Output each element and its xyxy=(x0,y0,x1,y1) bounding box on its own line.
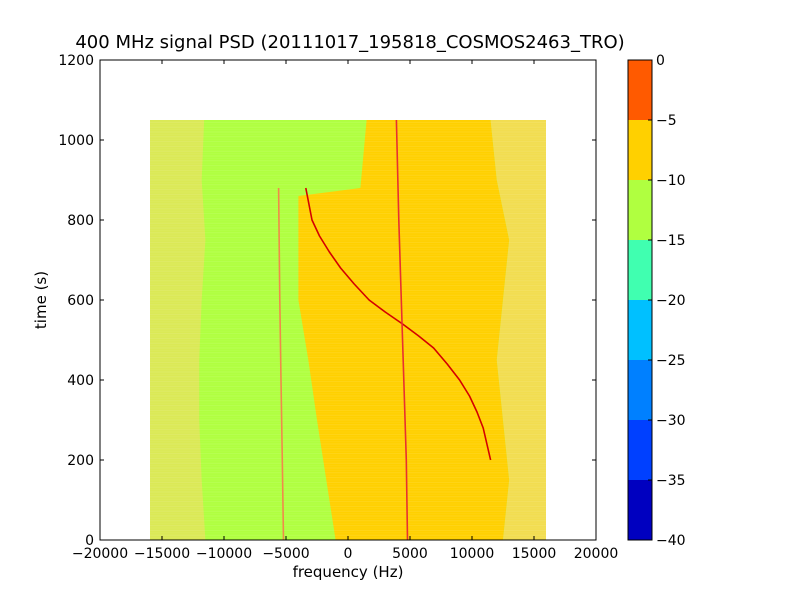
y-tick-label: 400 xyxy=(67,373,94,389)
x-tick-label: 10000 xyxy=(450,546,495,562)
colorbar-segment xyxy=(628,480,652,540)
x-tick-label: −5000 xyxy=(262,546,309,562)
x-axis: −20000 −15000 −10000 −5000 0 5000 10000 15000 20… xyxy=(72,60,618,562)
x-tick-label: −20000 xyxy=(72,546,128,562)
colorbar-tick-label: −30 xyxy=(656,413,686,429)
colorbar-tick-label: −25 xyxy=(656,353,686,369)
x-tick-label: 20000 xyxy=(574,546,619,562)
signal-traces xyxy=(277,119,492,540)
signal-trace xyxy=(395,119,409,540)
colorbar-tick-label: −5 xyxy=(656,113,677,129)
colorbar-segment xyxy=(628,300,652,360)
heatmap-right-fringe xyxy=(490,120,546,540)
signal-trace xyxy=(305,187,492,461)
colorbar-tick-label: −10 xyxy=(656,173,686,189)
x-tick-label: −15000 xyxy=(134,546,190,562)
chart-title: 400 MHz signal PSD (20111017_195818_COSM… xyxy=(75,32,624,53)
y-tick-label: 800 xyxy=(67,213,94,229)
y-axis-label: time (s) xyxy=(32,271,50,329)
heatmap-band-edge xyxy=(150,120,206,540)
colorbar-segment xyxy=(628,180,652,240)
colorbar-segment xyxy=(628,420,652,480)
y-axis: 0 200 400 600 800 1000 1200 xyxy=(58,53,596,549)
signal-trace xyxy=(277,187,285,540)
x-tick-label: 5000 xyxy=(392,546,428,562)
x-tick-label: −10000 xyxy=(196,546,252,562)
colorbar-segment xyxy=(628,120,652,180)
colorbar-segment xyxy=(628,240,652,300)
y-tick-label: 1000 xyxy=(58,133,94,149)
colorbar: −40 −35 −30 −25 −20 −15 −10 −5 0 xyxy=(627,53,686,549)
colorbar-segment xyxy=(628,360,652,420)
heatmap xyxy=(150,120,546,540)
x-tick-label: 0 xyxy=(344,546,353,562)
x-axis-label: frequency (Hz) xyxy=(293,563,404,581)
colorbar-tick-label: −35 xyxy=(656,473,686,489)
colorbar-tick-label: −20 xyxy=(656,293,686,309)
y-tick-label: 1200 xyxy=(58,53,94,69)
y-tick-label: 200 xyxy=(67,453,94,469)
x-tick-label: 15000 xyxy=(512,546,557,562)
colorbar-tick-label: −40 xyxy=(656,533,686,549)
colorbar-segment xyxy=(628,60,652,120)
colorbar-tick-label: 0 xyxy=(656,53,665,69)
y-tick-label: 0 xyxy=(85,533,94,549)
heatmap-raised-band xyxy=(298,120,510,540)
y-tick-label: 600 xyxy=(67,293,94,309)
colorbar-tick-label: −15 xyxy=(656,233,686,249)
